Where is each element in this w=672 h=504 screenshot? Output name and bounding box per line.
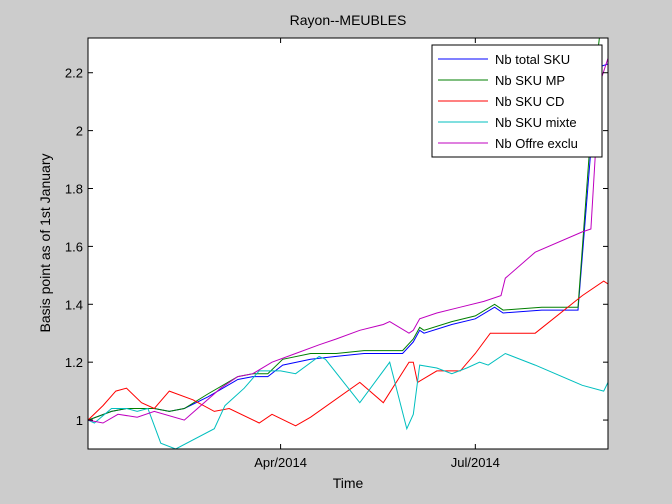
x-tick-label-0: Apr/2014 bbox=[254, 455, 307, 470]
y-tick-label-1: 1.2 bbox=[65, 355, 83, 370]
series-line-4 bbox=[88, 58, 608, 424]
legend-label-4: Nb Offre exclu bbox=[495, 136, 578, 151]
plot-frame bbox=[87, 37, 609, 450]
x-axis-label: Time bbox=[333, 475, 364, 491]
legend-label-0: Nb total SKU bbox=[495, 52, 570, 67]
legend-entries: Nb total SKU Nb SKU MP Nb SKU CD Nb SKU mix… bbox=[438, 52, 578, 151]
y-tick-label-2: 1.4 bbox=[65, 297, 83, 312]
legend: Nb total SKU Nb SKU MP Nb SKU CD Nb SKU mix… bbox=[431, 44, 603, 158]
tick-layer: 1 1.2 1.4 1.6 1.8 2 2.2 Apr/2014 Jul/2014 bbox=[65, 38, 608, 470]
series-line-2 bbox=[88, 280, 608, 427]
y-axis-label: Basis point as of 1st January bbox=[37, 154, 53, 333]
legend-label-2: Nb SKU CD bbox=[495, 94, 564, 109]
y-tick-label-3: 1.6 bbox=[65, 239, 83, 254]
series-line-1 bbox=[88, 38, 608, 421]
y-tick-label-5: 2 bbox=[76, 124, 83, 139]
series-layer bbox=[88, 38, 608, 449]
y-tick-label-0: 1 bbox=[76, 413, 83, 428]
chart-title: Rayon--MEUBLES bbox=[290, 12, 407, 28]
y-tick-label-6: 2.2 bbox=[65, 66, 83, 81]
legend-label-1: Nb SKU MP bbox=[495, 73, 565, 88]
legend-label-3: Nb SKU mixte bbox=[495, 115, 577, 130]
y-tick-label-4: 1.8 bbox=[65, 182, 83, 197]
x-tick-label-1: Jul/2014 bbox=[451, 455, 500, 470]
series-line-3 bbox=[88, 352, 608, 449]
